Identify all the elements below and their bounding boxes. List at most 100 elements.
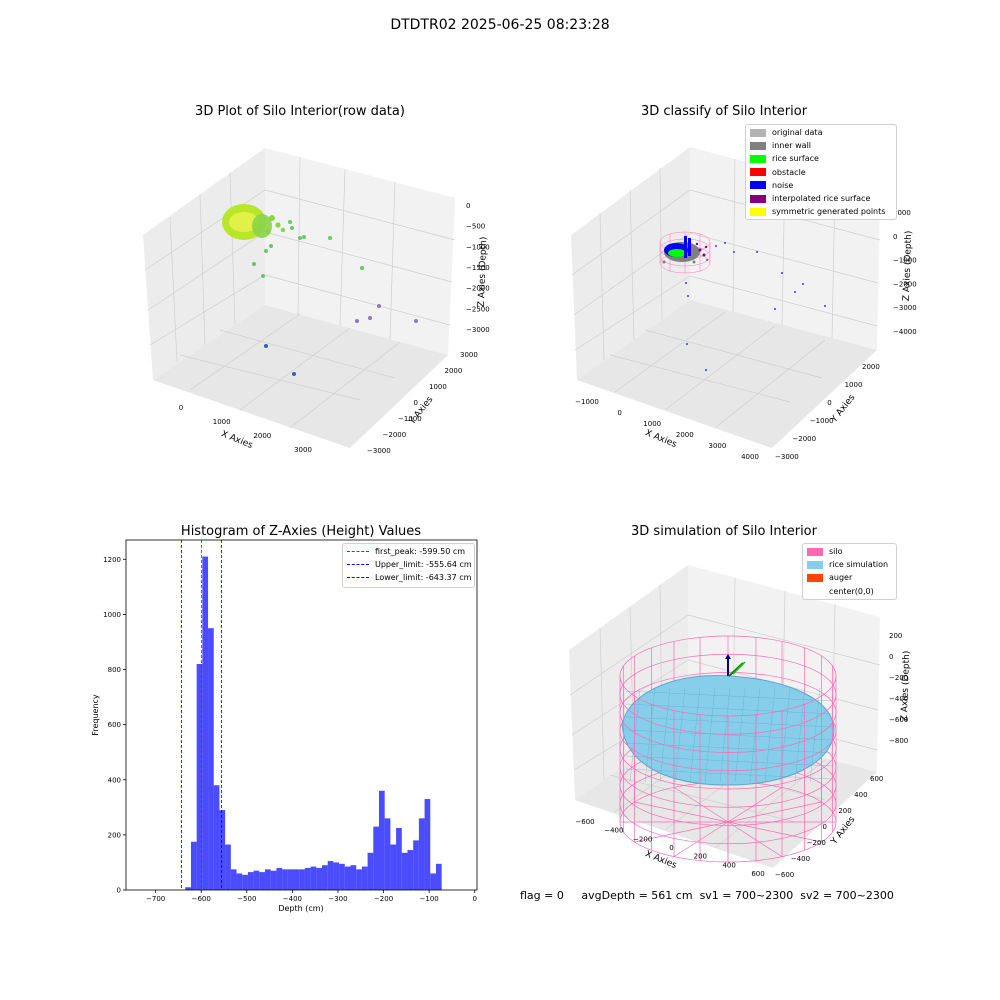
- classify-legend-swatch: [750, 154, 766, 163]
- histogram-x-tick-label: −100: [420, 895, 439, 903]
- simulation-legend-label: center(0,0): [829, 586, 874, 596]
- histogram-bars: [185, 556, 442, 890]
- histogram-bar: [350, 865, 357, 890]
- histogram-y-tick-label: 200: [108, 831, 121, 839]
- histogram-bar: [247, 872, 254, 890]
- histogram-bar: [299, 869, 305, 890]
- histogram-bar: [304, 867, 311, 890]
- histogram-bar: [265, 869, 271, 890]
- classify-legend-label: interpolated rice surface: [772, 194, 871, 204]
- histogram-y-tick-label: 0: [117, 887, 121, 895]
- classify-legend-label: rice surface: [772, 154, 819, 164]
- flag-text: flag = 0: [520, 889, 564, 902]
- histogram-legend-label: Upper_limit: -555.64 cm: [375, 560, 472, 570]
- simulation-plot-title: 3D simulation of Silo Interior: [631, 524, 817, 539]
- simulation-legend: silo rice simulation auger center(0,0): [802, 543, 897, 600]
- histogram-bar: [185, 887, 191, 890]
- histogram-bar: [253, 870, 260, 890]
- histogram-x-tick-label: −200: [374, 895, 393, 903]
- histogram-frame: [125, 539, 478, 891]
- histogram-bar: [219, 810, 226, 890]
- simulation-legend-item: silo: [803, 545, 896, 558]
- histogram-bar: [424, 799, 431, 890]
- simulation-legend-item: auger: [803, 571, 896, 584]
- simulation-legend-swatch: [807, 573, 823, 582]
- histogram-bar: [202, 556, 209, 890]
- classify-legend-item: rice surface: [746, 152, 896, 165]
- histogram-bar: [407, 850, 414, 890]
- histogram-bar: [230, 869, 237, 890]
- histogram-bar: [378, 790, 385, 890]
- classify-legend-item: symmetric generated points: [746, 205, 896, 218]
- classify-legend-label: inner wall: [772, 141, 812, 151]
- histogram-bar: [287, 869, 294, 890]
- histogram-x-tick-label: −600: [192, 895, 211, 903]
- classify-legend-label: original data: [772, 128, 823, 138]
- simulation-legend-swatch: [807, 587, 823, 595]
- classify-legend-swatch: [750, 168, 766, 177]
- histogram-legend-label: Lower_limit: -643.37 cm: [375, 573, 472, 583]
- histogram-bar: [413, 840, 419, 890]
- histogram-bar: [236, 873, 243, 890]
- histogram-bar: [322, 865, 328, 890]
- classify-legend-item: interpolated rice surface: [746, 192, 896, 205]
- histogram-bar: [356, 869, 362, 890]
- histogram-x-tick-label: −300: [328, 895, 347, 903]
- simulation-legend-swatch: [807, 547, 823, 556]
- histogram-legend: first_peak: -599.50 cm Upper_limit: -555.…: [342, 543, 475, 588]
- histogram-title: Histogram of Z-Axies (Height) Values: [180, 524, 422, 539]
- simulation-legend-item: center(0,0): [803, 585, 896, 598]
- histogram-bar: [435, 863, 442, 890]
- classify-legend-swatch: [750, 141, 766, 150]
- histogram-legend-item: Upper_limit: -555.64 cm: [343, 558, 474, 571]
- histogram-legend-label: first_peak: -599.50 cm: [375, 547, 466, 557]
- histogram-bar: [430, 873, 436, 890]
- histogram-bar: [339, 863, 345, 890]
- histogram-legend-item: first_peak: -599.50 cm: [343, 545, 474, 558]
- status-footer: flag = 0 avgDepth = 561 cm sv1 = 700~230…: [520, 889, 894, 902]
- histogram-bar: [373, 826, 379, 890]
- histogram-bar: [367, 852, 374, 890]
- histogram-legend-swatch: [347, 577, 369, 579]
- histogram-y-tick-label: 400: [108, 776, 121, 784]
- classify-plot-title: 3D classify of Silo Interior: [640, 104, 808, 119]
- classify-legend: original data inner wall rice surface obsta…: [745, 124, 897, 220]
- histogram-bar: [208, 628, 214, 890]
- simulation-legend-label: rice simulation: [829, 560, 889, 570]
- sv2-text: sv2 = 700~2300: [800, 889, 894, 902]
- histogram-bar: [401, 852, 408, 890]
- histogram-bar: [344, 866, 351, 890]
- histogram-legend-item: Lower_limit: -643.37 cm: [343, 571, 474, 584]
- figure-suptitle: DTDTR02 2025-06-25 08:23:28: [390, 17, 610, 33]
- histogram-bar: [293, 869, 300, 890]
- classify-legend-swatch: [750, 194, 766, 203]
- histogram-bar: [270, 870, 277, 890]
- histogram-bar: [310, 866, 317, 890]
- histogram-legend-swatch: [347, 551, 369, 553]
- avg-depth-text: avgDepth = 561 cm: [581, 889, 693, 902]
- histogram-bar: [259, 872, 266, 890]
- histogram-bar: [390, 844, 397, 890]
- histogram-bar: [327, 861, 334, 890]
- raw-plot-title: 3D Plot of Silo Interior(row data): [195, 104, 405, 119]
- histogram-bar: [276, 867, 283, 890]
- simulation-legend-label: silo: [829, 547, 843, 557]
- histogram-x-label: Depth (cm): [278, 904, 323, 913]
- classify-legend-swatch: [750, 181, 766, 190]
- histogram-y-tick-label: 1000: [103, 611, 121, 619]
- histogram-y-tick-label: 600: [108, 721, 121, 729]
- histogram-y-tick-label: 800: [108, 666, 121, 674]
- simulation-legend-label: auger: [829, 573, 853, 583]
- classify-legend-label: noise: [772, 180, 794, 190]
- histogram-bar: [316, 867, 323, 890]
- histogram-bar: [213, 785, 220, 890]
- histogram-x-tick-label: −500: [237, 895, 256, 903]
- histogram-bar: [333, 862, 340, 890]
- histogram-y-ticks: 0 200 400 600 800 1000 1200: [103, 556, 126, 895]
- histogram-y-label: Frequency: [91, 694, 100, 736]
- classify-legend-label: symmetric generated points: [772, 207, 886, 217]
- classify-legend-label: obstacle: [772, 167, 806, 177]
- classify-legend-item: obstacle: [746, 166, 896, 179]
- histogram-x-tick-label: 0: [472, 895, 476, 903]
